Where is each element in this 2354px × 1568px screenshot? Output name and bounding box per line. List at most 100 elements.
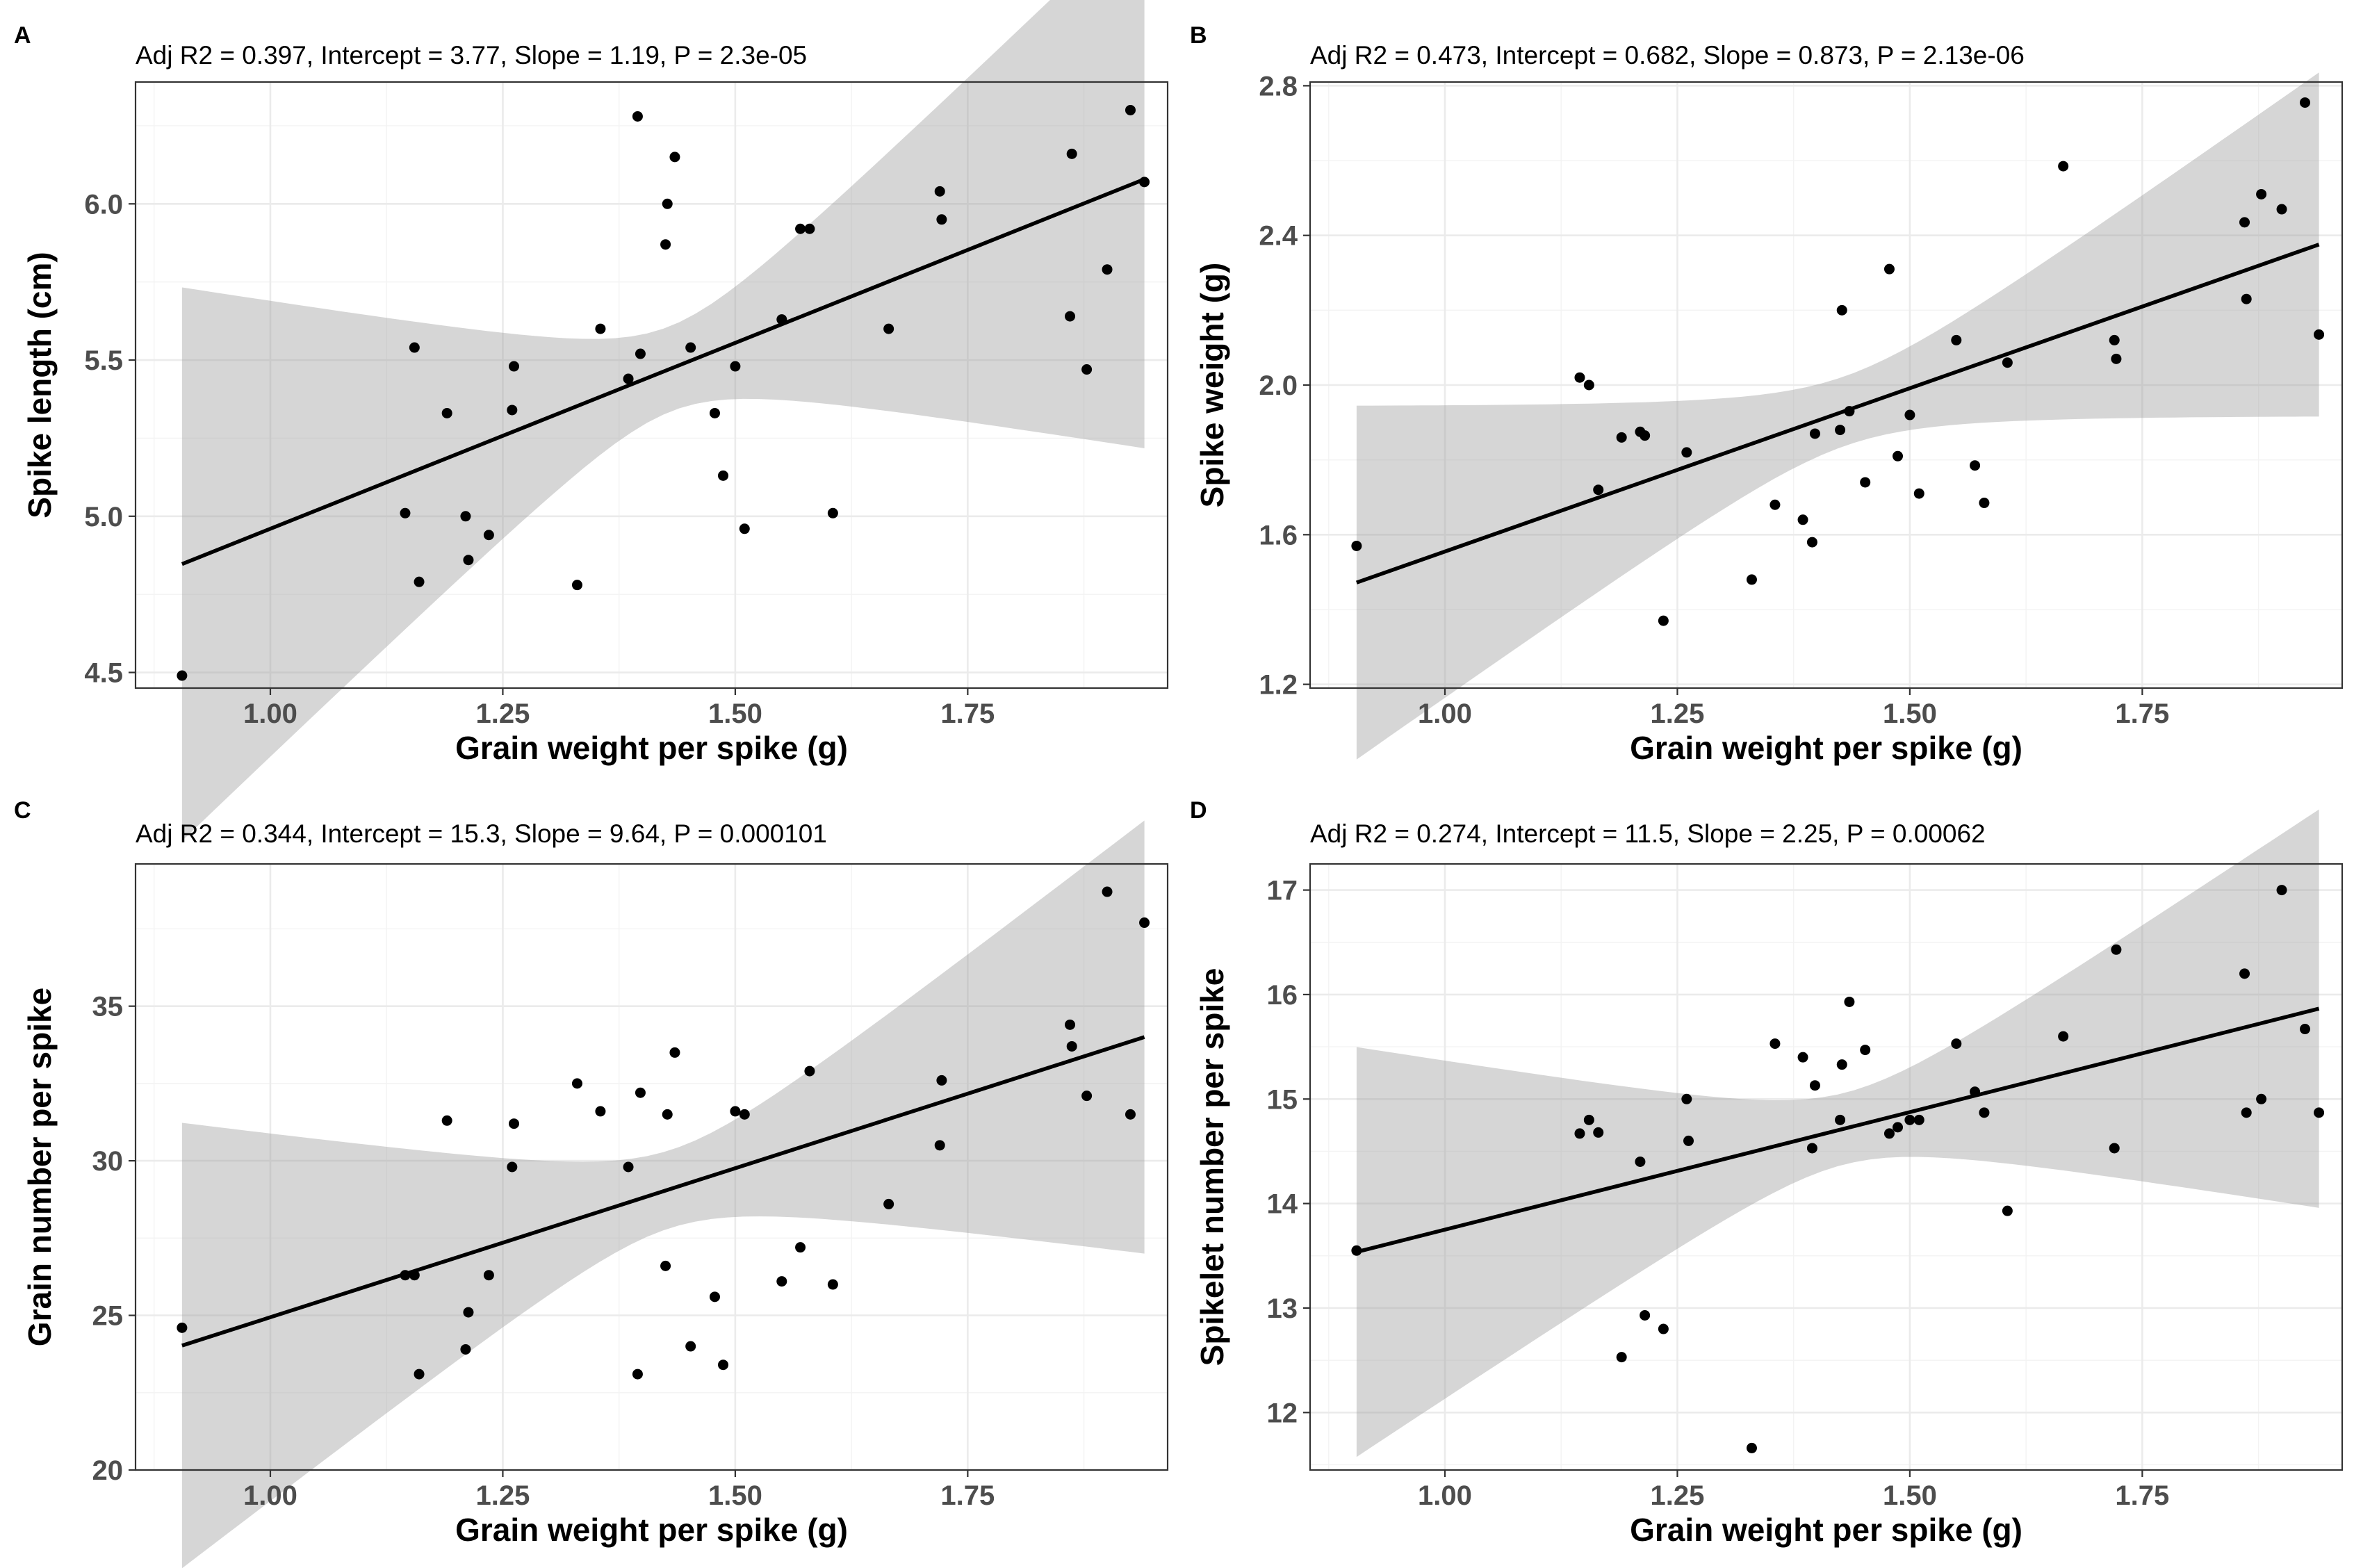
data-point [460, 511, 471, 522]
data-point [571, 1078, 582, 1089]
data-point [1970, 460, 1981, 471]
panel-b: 1.00 1.25 1.50 1.75 1.2 1.6 2.0 2.4 2.8 B Adj R2 =… [1190, 22, 2344, 766]
x-axis-title: Grain weight per spike (g) [455, 730, 848, 766]
data-point [463, 1307, 474, 1318]
y-tick-label: 20 [92, 1455, 124, 1486]
x-tick-label: 1.25 [476, 1480, 530, 1511]
data-point [1913, 1114, 1924, 1125]
x-tick-label: 1.50 [1883, 1480, 1937, 1511]
confidence-band [181, 820, 1145, 1568]
data-point [1583, 1114, 1594, 1125]
data-point [1904, 1114, 1915, 1125]
x-tick-label: 1.75 [940, 699, 995, 729]
data-point [483, 1270, 494, 1281]
y-tick-label: 25 [92, 1301, 124, 1332]
data-point [709, 407, 720, 418]
data-point [660, 1260, 671, 1271]
data-point [400, 1270, 411, 1281]
regression-stats-d: Adj R2 = 0.274, Intercept = 11.5, Slope … [1310, 819, 1986, 848]
y-tick-label: 13 [1267, 1293, 1298, 1324]
data-point [632, 111, 643, 122]
x-axis-title: Grain weight per spike (g) [1630, 730, 2022, 766]
y-tick-label: 14 [1267, 1189, 1298, 1220]
regression-line [181, 1035, 1145, 1348]
data-point [685, 342, 696, 353]
y-tick-label: 12 [1267, 1398, 1298, 1428]
x-tick-label: 1.50 [708, 699, 762, 729]
y-tick-label: 2.0 [1259, 370, 1298, 401]
data-point [1616, 432, 1627, 443]
y-tick-label: 2.8 [1259, 71, 1298, 101]
data-point [804, 223, 815, 234]
data-point [2002, 357, 2013, 368]
data-point [1893, 1122, 1904, 1133]
data-point [804, 1065, 815, 1077]
x-tick-label: 1.75 [2115, 1480, 2169, 1511]
data-point [595, 1106, 606, 1117]
y-tick-label: 1.2 [1259, 670, 1298, 701]
y-axis-title: Spikelet number per spike [1194, 968, 1230, 1366]
x-tick-label: 1.25 [1651, 699, 1705, 729]
confidence-band [1356, 809, 2319, 1457]
data-point [1681, 1093, 1692, 1104]
data-point [441, 407, 452, 418]
data-point [795, 223, 806, 234]
x-tick-label: 1.00 [1418, 1480, 1472, 1511]
x-tick-label: 1.25 [476, 699, 530, 729]
data-point [1351, 1245, 1362, 1256]
y-tick-label: 16 [1267, 980, 1298, 1011]
y-axis-title: Spike weight (g) [1194, 263, 1230, 508]
x-axis-title: Grain weight per spike (g) [1630, 1512, 2022, 1548]
data-point [730, 361, 741, 372]
x-tick-label: 1.75 [2115, 699, 2169, 729]
data-point [460, 1344, 471, 1355]
data-point [1951, 1038, 1962, 1050]
data-point [1658, 615, 1669, 626]
data-point [623, 373, 634, 384]
data-point [1640, 430, 1651, 441]
x-tick-label: 1.00 [1418, 699, 1472, 729]
data-point [2299, 1024, 2310, 1035]
data-point [827, 507, 838, 518]
data-point [623, 1161, 634, 1173]
plot-background [1310, 864, 2342, 1470]
data-point [1065, 311, 1076, 322]
data-point [2109, 334, 2120, 345]
x-tick-label: 1.25 [1651, 1480, 1705, 1511]
plot-background [136, 864, 1168, 1470]
data-point [1809, 1080, 1820, 1091]
x-axis-title: Grain weight per spike (g) [455, 1512, 848, 1548]
data-point [739, 523, 750, 534]
data-point [1065, 1019, 1076, 1030]
data-point [934, 186, 945, 197]
data-point [662, 198, 673, 209]
data-point [1951, 334, 1962, 345]
x-tick-label: 1.00 [243, 1480, 297, 1511]
data-point [1593, 1127, 1604, 1138]
data-point [1904, 409, 1915, 420]
regression-stats-c: Adj R2 = 0.344, Intercept = 15.3, Slope … [136, 819, 827, 848]
data-point [177, 670, 188, 681]
plot-background [136, 82, 1168, 688]
data-point [2058, 1031, 2069, 1042]
data-point [509, 1118, 519, 1129]
panel-d: 1.00 1.25 1.50 1.75 12 13 14 15 16 17 D Adj R2 = 0.… [1190, 797, 2344, 1548]
data-point [2002, 1205, 2013, 1216]
data-point [1658, 1323, 1669, 1334]
data-point [463, 555, 474, 566]
data-point [507, 405, 518, 416]
panel-letter-a: A [14, 22, 31, 49]
data-point [660, 239, 671, 250]
data-point [2314, 329, 2325, 340]
data-point [1836, 1059, 1847, 1070]
data-point [1913, 488, 1924, 499]
y-tick-label: 4.5 [84, 658, 123, 689]
data-point [1769, 499, 1781, 510]
y-axis-title: Grain number per spike [22, 988, 58, 1346]
data-point [776, 314, 787, 325]
data-point [1102, 886, 1113, 897]
data-point [2109, 1143, 2120, 1154]
data-point [1893, 450, 1904, 462]
data-point [507, 1161, 518, 1173]
